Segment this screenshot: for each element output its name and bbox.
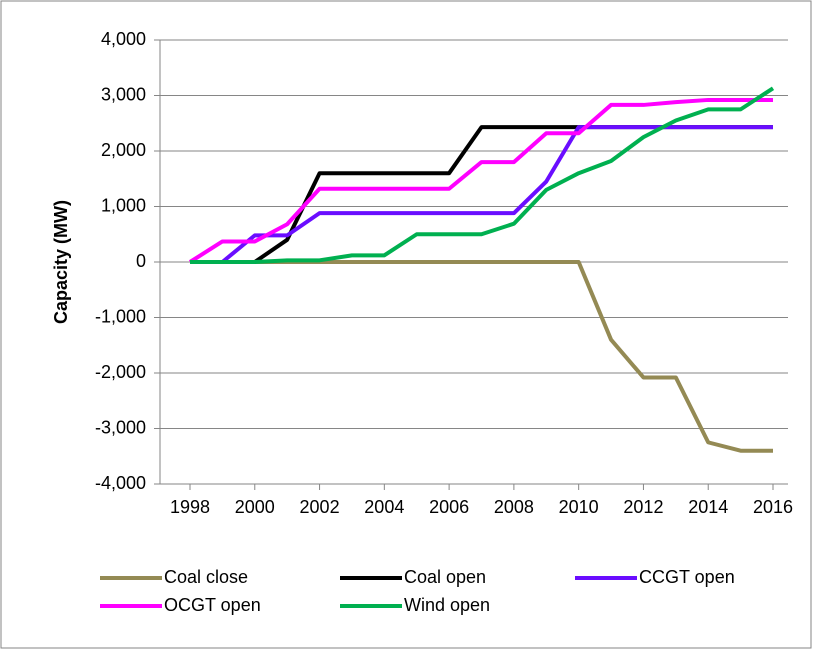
y-tick-label: 0 bbox=[136, 251, 146, 271]
x-tick-label: 2014 bbox=[688, 497, 728, 517]
x-tick-label: 2002 bbox=[300, 497, 340, 517]
y-tick-label: 4,000 bbox=[101, 29, 146, 49]
legend-label: Coal open bbox=[404, 567, 486, 587]
y-tick-label: 3,000 bbox=[101, 84, 146, 104]
legend-label: Wind open bbox=[404, 595, 490, 615]
y-axis-title: Capacity (MW) bbox=[51, 200, 71, 324]
x-tick-label: 2008 bbox=[494, 497, 534, 517]
y-tick-label: -3,000 bbox=[95, 417, 146, 437]
y-tick-label: -4,000 bbox=[95, 473, 146, 493]
y-tick-label: 2,000 bbox=[101, 140, 146, 160]
series-line bbox=[190, 125, 773, 264]
y-tick-label: 1,000 bbox=[101, 195, 146, 215]
x-tick-label: 2010 bbox=[559, 497, 599, 517]
legend-label: OCGT open bbox=[164, 595, 261, 615]
x-tick-label: 1998 bbox=[170, 497, 210, 517]
x-tick-label: 2000 bbox=[235, 497, 275, 517]
series-line bbox=[188, 97, 773, 264]
x-tick-label: 2004 bbox=[364, 497, 404, 517]
series-line bbox=[190, 86, 775, 264]
y-tick-label: -1,000 bbox=[95, 306, 146, 326]
x-tick-label: 2006 bbox=[429, 497, 469, 517]
x-tick-label: 2012 bbox=[623, 497, 663, 517]
x-tick-label: 2016 bbox=[753, 497, 793, 517]
legend-label: Coal close bbox=[164, 567, 248, 587]
legend-label: CCGT open bbox=[639, 567, 735, 587]
y-tick-label: -2,000 bbox=[95, 362, 146, 382]
